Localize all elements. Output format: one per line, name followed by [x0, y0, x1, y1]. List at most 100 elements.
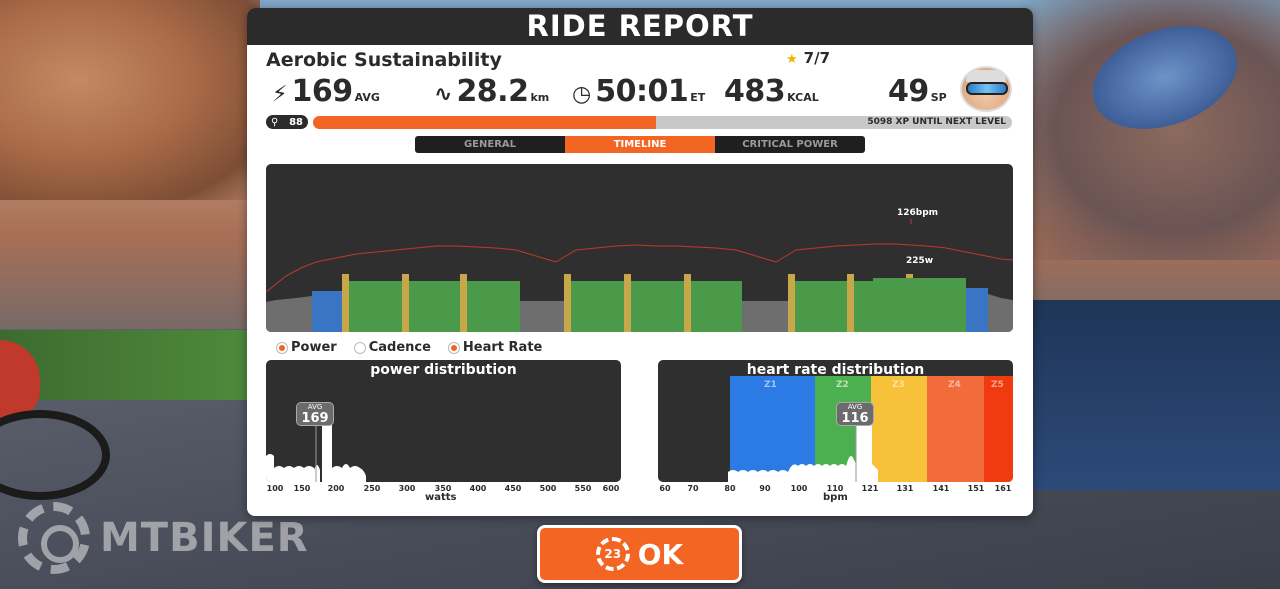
legend-power[interactable]: Power: [277, 340, 337, 355]
tab-general[interactable]: GENERAL: [415, 136, 565, 153]
stat-power-value: 169: [291, 74, 353, 109]
xp-text: 5098 XP UNTIL NEXT LEVEL: [867, 117, 1006, 127]
power-dist-bars-high: [332, 464, 366, 482]
stat-distance: ∿ 28.2 km: [434, 74, 549, 109]
hr-zone-4: [927, 376, 984, 482]
block-warmup-rest: [266, 296, 312, 332]
block-rest-2: [742, 301, 788, 332]
route-icon: ∿: [434, 82, 453, 107]
hr-tick: 90: [759, 484, 771, 493]
hr-tick: 60: [659, 484, 671, 493]
legend-heart-rate[interactable]: Heart Rate: [448, 340, 543, 355]
block-cooldown: [966, 288, 988, 332]
lightning-icon: ⚡: [272, 82, 288, 107]
hr-tick: 151: [967, 484, 985, 493]
spike-2b: [624, 274, 631, 332]
panel-title: RIDE REPORT: [247, 8, 1033, 45]
countdown-timer-icon: 23: [595, 537, 630, 571]
power-distribution-chart: power distribution AVG 169: [266, 360, 621, 482]
star-icon: ★: [786, 52, 798, 67]
block-interval-2: [564, 281, 742, 332]
watermark: MTBIKER: [18, 502, 309, 574]
hr-avg-value: 116: [841, 411, 869, 426]
watermark-text: MTBIKER: [100, 515, 309, 561]
spike-1c: [460, 274, 467, 332]
power-dist-peak: [322, 418, 332, 482]
legend-hr-label: Heart Rate: [462, 340, 543, 355]
power-tick: 150: [293, 484, 311, 493]
workout-name: Aerobic Sustainability: [266, 49, 502, 71]
power-tick: 200: [327, 484, 345, 493]
power-dist-bars-low: [266, 454, 320, 482]
hr-avg-label: AVG: [847, 403, 863, 411]
hr-zone-5-label: Z5: [991, 380, 1004, 390]
power-tick: 100: [266, 484, 284, 493]
stat-calories-value: 483: [724, 74, 786, 109]
legend-power-label: Power: [291, 340, 337, 355]
chart-legend: Power Cadence Heart Rate: [277, 340, 542, 355]
block-warmup: [312, 291, 342, 332]
hr-tick: 80: [724, 484, 736, 493]
hr-zone-3: [871, 376, 927, 482]
avatar: [960, 66, 1012, 112]
hr-zone-1-label: Z1: [764, 380, 777, 390]
power-peak-label: 225w: [906, 256, 934, 266]
power-tick: 350: [434, 484, 452, 493]
hr-tick: 70: [687, 484, 699, 493]
stat-calories-unit: KCAL: [787, 91, 819, 104]
xp-progress-fill: [313, 116, 656, 129]
hr-zone-2-label: Z2: [836, 380, 849, 390]
power-tick: 550: [574, 484, 592, 493]
hr-zone-4-label: Z4: [948, 380, 961, 390]
legend-cadence-dot: [354, 342, 365, 353]
power-axis-title: watts: [425, 492, 457, 503]
avatar-glasses: [966, 82, 1008, 95]
tab-critical-power[interactable]: CRITICAL POWER: [715, 136, 865, 153]
level-row: ⚲ 88 5098 XP UNTIL NEXT LEVEL: [266, 115, 1014, 129]
tab-timeline[interactable]: TIMELINE: [565, 136, 715, 153]
timeline-chart: 126bpm 225w: [266, 164, 1013, 332]
power-avg-label: AVG: [307, 403, 323, 411]
stars-count: 7/7: [803, 49, 831, 67]
spike-2a: [564, 274, 571, 332]
block-rest-1: [520, 301, 564, 332]
hr-tick: 121: [861, 484, 879, 493]
power-avg-marker: AVG 169: [296, 402, 334, 426]
block-interval-1: [342, 281, 520, 332]
ok-button[interactable]: 23 OK: [537, 525, 742, 583]
legend-hr-dot: [448, 342, 459, 353]
spike-3a: [788, 274, 795, 332]
stats-row: ⚡ 169 AVG ∿ 28.2 km ◷ 50:01 ET 483 KCAL …: [266, 66, 1016, 114]
bike-icon: ⚲: [271, 116, 279, 128]
power-distribution-svg: [266, 418, 366, 482]
timeline-svg: [266, 219, 1013, 332]
hr-peak-label: 126bpm: [897, 208, 939, 218]
workout-stars: ★ 7/7: [786, 49, 830, 67]
hr-tick: 131: [896, 484, 914, 493]
level-badge: ⚲ 88: [266, 115, 308, 129]
power-tick: 600: [602, 484, 620, 493]
stat-sport-points: 49 SP: [888, 74, 947, 109]
hr-tick: 161: [994, 484, 1012, 493]
hr-distribution-title: heart rate distribution: [746, 362, 925, 378]
hr-tick: 100: [790, 484, 808, 493]
hr-dist-bars: [728, 424, 878, 482]
background-bike-wheel: [0, 410, 110, 500]
legend-cadence-label: Cadence: [368, 340, 431, 355]
spike-1a: [342, 274, 349, 332]
background-grass: [0, 330, 250, 400]
power-tick: 400: [469, 484, 487, 493]
hr-zone-5: [984, 376, 1013, 482]
power-tick: 250: [363, 484, 381, 493]
legend-cadence[interactable]: Cadence: [354, 340, 431, 355]
block-cooldown-rest: [988, 294, 1013, 332]
power-distribution-title: power distribution: [370, 362, 517, 378]
background-rocks-left: [0, 0, 260, 200]
xp-progress-bar: 5098 XP UNTIL NEXT LEVEL: [313, 116, 1012, 129]
power-tick: 500: [539, 484, 557, 493]
spike-2c: [684, 274, 691, 332]
block-interval-3b: [873, 278, 966, 332]
avatar-helmet: [966, 70, 1006, 82]
hr-distribution-svg: [728, 376, 1013, 482]
report-tabs: GENERAL TIMELINE CRITICAL POWER: [415, 136, 865, 153]
